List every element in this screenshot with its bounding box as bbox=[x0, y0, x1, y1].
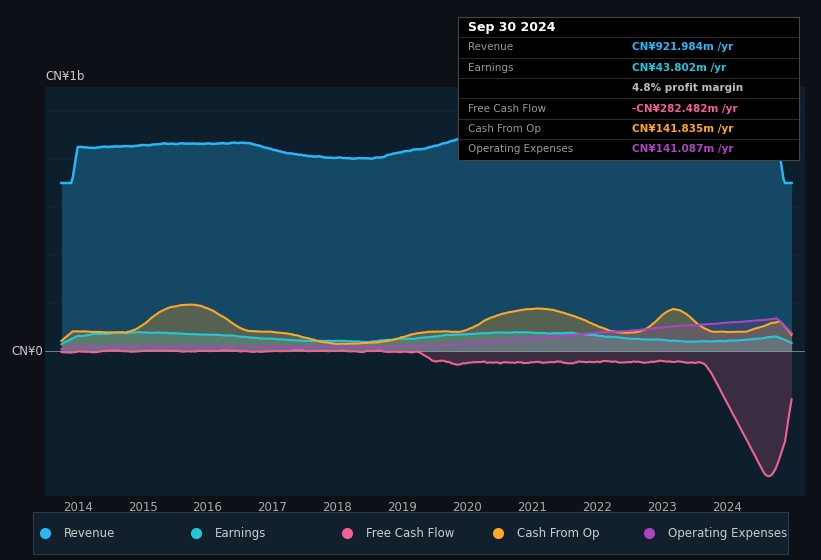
Text: CN¥921.984m /yr: CN¥921.984m /yr bbox=[632, 43, 733, 53]
Text: Earnings: Earnings bbox=[468, 63, 514, 73]
Text: Cash From Op: Cash From Op bbox=[468, 124, 541, 134]
Text: 4.8% profit margin: 4.8% profit margin bbox=[632, 83, 743, 93]
Text: Sep 30 2024: Sep 30 2024 bbox=[468, 21, 556, 34]
Text: CN¥141.835m /yr: CN¥141.835m /yr bbox=[632, 124, 733, 134]
Text: Free Cash Flow: Free Cash Flow bbox=[468, 104, 547, 114]
Text: -CN¥282.482m /yr: -CN¥282.482m /yr bbox=[632, 104, 737, 114]
Text: CN¥141.087m /yr: CN¥141.087m /yr bbox=[632, 144, 733, 155]
Text: CN¥1b: CN¥1b bbox=[45, 69, 85, 83]
Text: Revenue: Revenue bbox=[64, 527, 115, 540]
Text: Free Cash Flow: Free Cash Flow bbox=[366, 527, 454, 540]
Text: CN¥43.802m /yr: CN¥43.802m /yr bbox=[632, 63, 726, 73]
Text: Revenue: Revenue bbox=[468, 43, 513, 53]
Text: Cash From Op: Cash From Op bbox=[517, 527, 599, 540]
Text: -CN¥600m: -CN¥600m bbox=[45, 514, 108, 527]
Text: Operating Expenses: Operating Expenses bbox=[468, 144, 574, 155]
Text: Operating Expenses: Operating Expenses bbox=[668, 527, 787, 540]
Text: Earnings: Earnings bbox=[215, 527, 266, 540]
Text: CN¥0: CN¥0 bbox=[11, 345, 43, 358]
